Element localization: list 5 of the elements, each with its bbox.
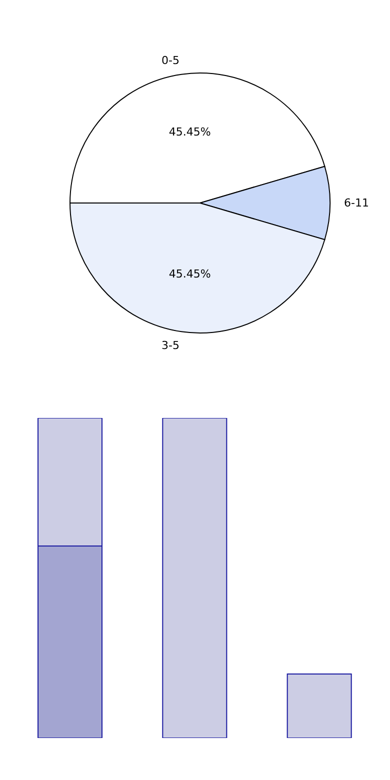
slice-label: 0-5 [162, 54, 180, 67]
slice-label: 6-11 [344, 196, 369, 210]
data-label: 45.45% [168, 126, 211, 139]
slice-label: 3-5 [162, 339, 180, 352]
data-label: 45.45% [168, 267, 211, 280]
